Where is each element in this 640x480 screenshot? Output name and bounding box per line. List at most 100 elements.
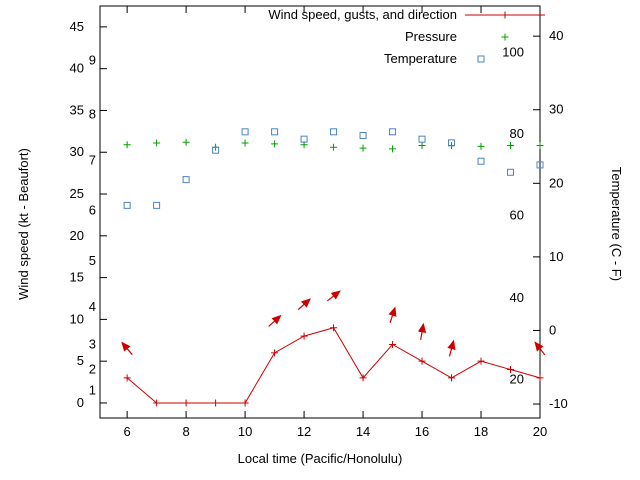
wind-marker <box>212 399 220 407</box>
beaufort-scale-label: 3 <box>89 336 96 351</box>
y-right-tick-label: 0 <box>549 322 556 337</box>
gust-direction-arrow <box>297 298 311 311</box>
pressure-marker <box>359 144 367 152</box>
y-left-tick-label: 30 <box>70 144 84 159</box>
wind-marker <box>418 357 426 365</box>
x-tick-label: 8 <box>182 424 189 439</box>
temperature-marker <box>271 128 279 136</box>
beaufort-scale-label: 6 <box>89 203 96 218</box>
wind-marker <box>536 374 544 382</box>
temperature-marker <box>241 128 249 136</box>
wind-marker <box>271 349 279 357</box>
fahrenheit-scale-label: 100 <box>502 44 524 59</box>
pressure-marker <box>536 142 544 150</box>
pressure-marker <box>477 142 485 150</box>
y-left-tick-label: 35 <box>70 102 84 117</box>
y-left-tick-label: 20 <box>70 228 84 243</box>
y-left-tick-label: 0 <box>77 395 84 410</box>
wind-marker <box>153 399 161 407</box>
plot-border <box>99 5 541 419</box>
x-tick-label: 10 <box>238 424 252 439</box>
y-left-tick-label: 45 <box>70 19 84 34</box>
wind-marker <box>123 374 131 382</box>
pressure-marker <box>271 140 279 148</box>
wind-marker <box>241 399 249 407</box>
fahrenheit-scale-label: 60 <box>510 208 524 223</box>
pressure-marker <box>241 139 249 147</box>
wind-marker <box>507 366 515 374</box>
wind-marker <box>389 340 397 348</box>
wind-marker <box>448 374 456 382</box>
temperature-marker <box>536 161 544 169</box>
legend-label-pressure: Pressure <box>405 29 457 44</box>
gust-direction-arrow <box>447 339 456 357</box>
fahrenheit-scale-label: 80 <box>510 126 524 141</box>
x-tick-label: 20 <box>533 424 547 439</box>
gust-direction-arrow <box>534 341 546 356</box>
y-left-tick-label: 25 <box>70 186 84 201</box>
temperature-marker <box>477 157 485 165</box>
temperature-marker <box>300 135 308 143</box>
pressure-marker <box>418 142 426 150</box>
gust-direction-arrow <box>326 290 341 302</box>
legend-marker-pressure <box>501 33 509 41</box>
legend-label-temperature: Temperature <box>384 51 457 66</box>
pressure-marker <box>330 143 338 151</box>
y-left-tick-label: 5 <box>77 353 84 368</box>
temperature-marker <box>448 139 456 147</box>
y-right-tick-label: 10 <box>549 249 563 264</box>
beaufort-scale-label: 4 <box>89 299 96 314</box>
beaufort-scale-label: 7 <box>89 153 96 168</box>
wind-marker <box>330 324 338 332</box>
y-left-axis-title: Wind speed (kt - Beaufort) <box>16 148 31 300</box>
y-right-tick-label: 40 <box>549 28 563 43</box>
gust-direction-arrow <box>388 306 397 324</box>
x-tick-label: 18 <box>474 424 488 439</box>
gust-direction-arrow <box>417 322 427 340</box>
y-right-tick-label: -10 <box>549 396 568 411</box>
wind-marker <box>359 374 367 382</box>
temperature-marker <box>330 128 338 136</box>
beaufort-scale-label: 2 <box>89 362 96 377</box>
pressure-marker <box>389 145 397 153</box>
wind-marker <box>300 332 308 340</box>
pressure-marker <box>123 141 131 149</box>
legend-marker-temperature <box>477 55 485 63</box>
wind-marker <box>477 357 485 365</box>
gust-direction-arrow <box>121 341 133 356</box>
y-left-tick-label: 10 <box>70 311 84 326</box>
fahrenheit-scale-label: 20 <box>510 372 524 387</box>
temperature-marker <box>153 201 161 209</box>
pressure-marker <box>182 138 190 146</box>
x-tick-label: 6 <box>124 424 131 439</box>
y-left-tick-label: 40 <box>70 61 84 76</box>
legend-label-wind: Wind speed, gusts, and direction <box>268 7 457 22</box>
beaufort-scale-label: 8 <box>89 107 96 122</box>
beaufort-scale-label: 1 <box>89 382 96 397</box>
temperature-marker <box>507 168 515 176</box>
wind-marker <box>182 399 190 407</box>
fahrenheit-scale-label: 40 <box>510 290 524 305</box>
x-tick-label: 16 <box>415 424 429 439</box>
temperature-marker <box>212 146 220 154</box>
x-axis-title: Local time (Pacific/Honolulu) <box>238 451 403 466</box>
beaufort-scale-label: 9 <box>89 52 96 67</box>
y-right-tick-label: 30 <box>549 102 563 117</box>
x-tick-label: 14 <box>356 424 370 439</box>
y-left-tick-label: 15 <box>70 270 84 285</box>
gust-direction-arrow <box>268 314 282 327</box>
y-right-tick-label: 20 <box>549 175 563 190</box>
y-right-axis-title: Temperature (C - F) <box>609 167 624 281</box>
temperature-marker <box>389 128 397 136</box>
temperature-marker <box>123 201 131 209</box>
pressure-marker <box>507 142 515 150</box>
temperature-marker <box>182 176 190 184</box>
pressure-marker <box>153 139 161 147</box>
temperature-marker <box>418 135 426 143</box>
temperature-marker <box>359 131 367 139</box>
legend-marker-wind <box>501 11 509 19</box>
x-tick-label: 12 <box>297 424 311 439</box>
